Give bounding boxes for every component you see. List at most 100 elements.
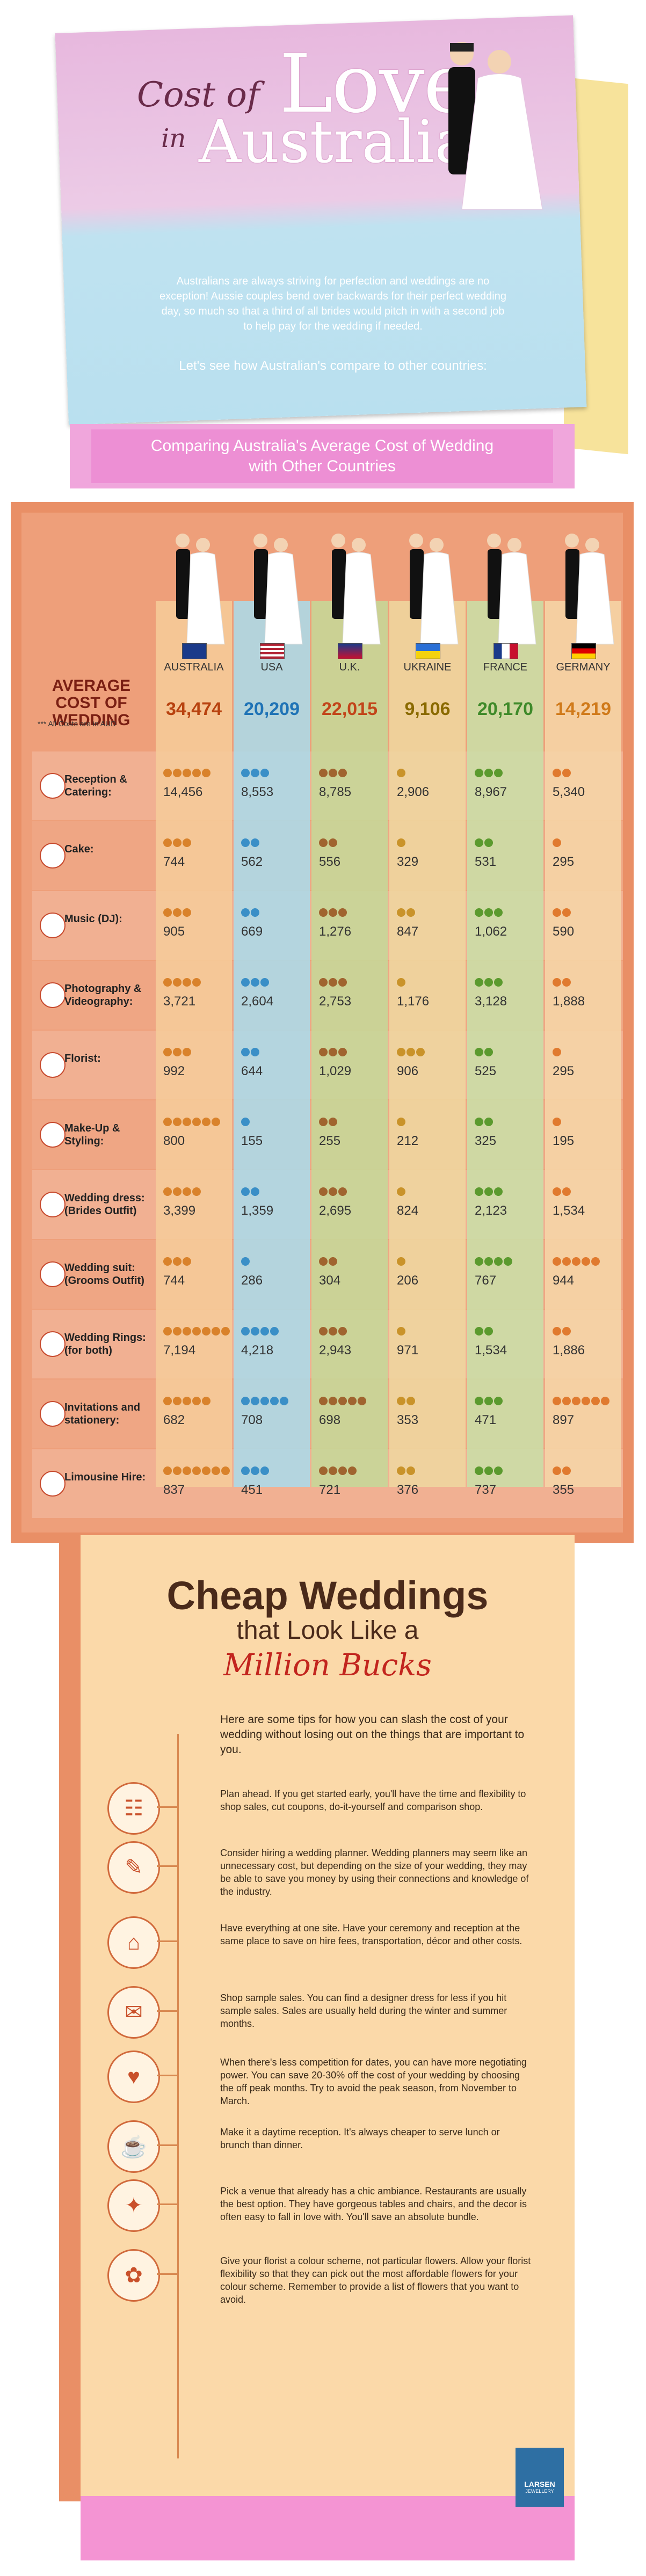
cost-unit-icon — [241, 978, 250, 987]
cost-icons — [475, 1327, 493, 1338]
cost-icons — [319, 769, 347, 779]
cost-unit-icon — [319, 1257, 328, 1266]
category-icon — [40, 913, 66, 938]
cost-value: 767 — [475, 1273, 497, 1288]
flag-icon — [260, 643, 285, 659]
cost-unit-icon — [260, 978, 269, 987]
cost-value: 212 — [397, 1134, 419, 1148]
category-label: Cake: — [64, 843, 94, 855]
cost-unit-icon — [192, 1466, 201, 1475]
cost-value: 906 — [397, 1064, 419, 1078]
cost-unit-icon — [338, 1466, 347, 1475]
cost-value: 3,399 — [163, 1203, 196, 1218]
cost-value: 286 — [241, 1273, 263, 1288]
tip-glyph: ✉ — [125, 2001, 143, 2024]
cost-icons — [475, 1397, 503, 1407]
cost-unit-icon — [338, 1187, 347, 1196]
cost-unit-icon — [241, 769, 250, 777]
cost-unit-icon — [416, 1048, 425, 1056]
cost-icons — [241, 769, 269, 779]
cost-unit-icon — [173, 908, 182, 917]
tip-connector — [157, 2075, 177, 2076]
cost-unit-icon — [553, 1327, 561, 1336]
cost-unit-icon — [329, 769, 337, 777]
cost-unit-icon — [251, 769, 259, 777]
tip-text: Consider hiring a wedding planner. Weddi… — [220, 1848, 529, 1897]
cost-unit-icon — [397, 1466, 405, 1475]
cost-unit-icon — [251, 978, 259, 987]
intro-text: Australians are always striving for perf… — [159, 275, 506, 332]
comparison-banner-text: Comparing Australia's Average Cost of We… — [91, 436, 553, 477]
cost-value: 2,123 — [475, 1203, 507, 1218]
cost-unit-icon — [329, 908, 337, 917]
category-icon — [40, 843, 66, 869]
cost-icons — [475, 1118, 493, 1128]
category-label: Reception & Catering: — [64, 773, 127, 798]
cost-icons — [319, 1397, 366, 1407]
cost-unit-icon — [173, 1327, 182, 1336]
cost-unit-icon — [397, 1327, 405, 1336]
cost-unit-icon — [202, 1327, 211, 1336]
tip-text: Pick a venue that already has a chic amb… — [220, 2186, 527, 2222]
cost-unit-icon — [192, 1327, 201, 1336]
cost-unit-icon — [251, 1327, 259, 1336]
cost-unit-icon — [319, 1466, 328, 1475]
title-love: Love — [279, 38, 471, 131]
cost-unit-icon — [553, 1187, 561, 1196]
average-cost-value: 14,219 — [555, 699, 611, 719]
cost-icons — [241, 1187, 259, 1198]
cost-value: 721 — [319, 1483, 341, 1497]
cost-unit-icon — [338, 1327, 347, 1336]
category-label: Photography & Videography: — [64, 983, 142, 1008]
category-icon — [40, 1471, 66, 1497]
title-in: in — [161, 123, 186, 154]
tips-heading-1: Cheap Weddings — [166, 1573, 489, 1618]
cost-unit-icon — [591, 1397, 600, 1405]
tip-glyph: ☕ — [120, 2135, 147, 2159]
tip-glyph: ⌂ — [127, 1930, 141, 1954]
cost-value: 155 — [241, 1134, 263, 1148]
cost-unit-icon — [241, 1118, 250, 1126]
cost-unit-icon — [338, 1397, 347, 1405]
cost-unit-icon — [484, 1466, 493, 1475]
cost-unit-icon — [329, 1327, 337, 1336]
cost-value: 644 — [241, 1064, 263, 1078]
cost-unit-icon — [260, 1397, 269, 1405]
cost-unit-icon — [173, 769, 182, 777]
cost-unit-icon — [484, 978, 493, 987]
cost-unit-icon — [183, 1118, 191, 1126]
category-label: Music (DJ): — [64, 913, 122, 925]
cost-unit-icon — [329, 1466, 337, 1475]
cost-unit-icon — [183, 1187, 191, 1196]
cost-icons — [319, 1048, 347, 1059]
cost-unit-icon — [202, 1466, 211, 1475]
cost-unit-icon — [504, 1257, 512, 1266]
cost-unit-icon — [163, 1118, 172, 1126]
cost-value: 669 — [241, 924, 263, 939]
cost-value: 837 — [163, 1483, 185, 1497]
tip-connector — [157, 2273, 177, 2275]
cost-value: 944 — [553, 1273, 575, 1288]
cost-unit-icon — [562, 1257, 571, 1266]
cost-value: 2,604 — [241, 994, 274, 1009]
cost-value: 1,276 — [319, 924, 352, 939]
cost-unit-icon — [338, 1048, 347, 1056]
cost-unit-icon — [280, 1397, 288, 1405]
cost-unit-icon — [397, 978, 405, 987]
tip-connector — [157, 2144, 177, 2146]
cost-unit-icon — [173, 1048, 182, 1056]
cost-icons — [241, 908, 259, 919]
cost-icons — [553, 908, 571, 919]
cost-unit-icon — [562, 978, 571, 987]
cost-unit-icon — [591, 1257, 600, 1266]
flower-icon: ✿ — [107, 2249, 160, 2302]
cost-icons — [241, 1257, 250, 1268]
cost-unit-icon — [562, 1187, 571, 1196]
cost-icons — [163, 1397, 211, 1407]
cost-value: 744 — [163, 1273, 185, 1288]
category-label: Florist: — [64, 1053, 101, 1064]
cost-value: 682 — [163, 1413, 185, 1427]
country-label: FRANCE — [483, 661, 528, 673]
cost-unit-icon — [251, 1397, 259, 1405]
average-cost-label: AVERAGE COST OF WEDDING — [52, 677, 131, 729]
